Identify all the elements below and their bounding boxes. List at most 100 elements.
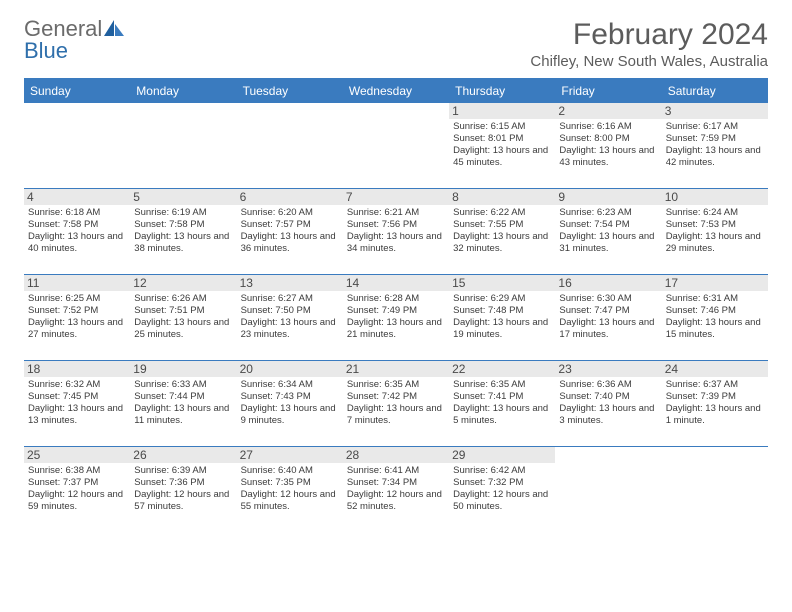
calendar-table: Sunday Monday Tuesday Wednesday Thursday… — [24, 79, 768, 532]
week-row: 4 Sunrise: 6:18 AMSunset: 7:58 PMDaylight… — [24, 189, 768, 275]
day-number: 10 — [662, 189, 768, 205]
day-info: Sunrise: 6:31 AMSunset: 7:46 PMDaylight:… — [666, 293, 764, 341]
week-row: 18 Sunrise: 6:32 AMSunset: 7:45 PMDayligh… — [24, 361, 768, 447]
day-cell: 28Sunrise: 6:41 AMSunset: 7:34 PMDayligh… — [343, 447, 449, 533]
logo-word-blue: Blue — [24, 38, 68, 63]
calendar-page: General Blue February 2024 Chifley, New … — [0, 0, 792, 550]
day-cell: 5 Sunrise: 6:19 AMSunset: 7:58 PMDaylight… — [130, 189, 236, 275]
sail-icon — [104, 16, 124, 41]
day-number: 4 — [24, 189, 130, 205]
empty-cell — [130, 103, 236, 189]
day-number: 27 — [237, 447, 343, 463]
day-info: Sunrise: 6:30 AMSunset: 7:47 PMDaylight:… — [559, 293, 657, 341]
dow-thursday: Thursday — [449, 79, 555, 103]
day-cell: 8 Sunrise: 6:22 AMSunset: 7:55 PMDaylight… — [449, 189, 555, 275]
day-info: Sunrise: 6:42 AMSunset: 7:32 PMDaylight:… — [453, 465, 551, 513]
topbar: General Blue February 2024 Chifley, New … — [24, 18, 768, 70]
day-info: Sunrise: 6:15 AMSunset: 8:01 PMDaylight:… — [453, 121, 551, 169]
day-info: Sunrise: 6:36 AMSunset: 7:40 PMDaylight:… — [559, 379, 657, 427]
day-number: 12 — [130, 275, 236, 291]
day-info: Sunrise: 6:29 AMSunset: 7:48 PMDaylight:… — [453, 293, 551, 341]
day-info: Sunrise: 6:17 AMSunset: 7:59 PMDaylight:… — [666, 121, 764, 169]
day-number: 6 — [237, 189, 343, 205]
day-number: 2 — [555, 103, 661, 119]
day-number: 5 — [130, 189, 236, 205]
day-cell: 4 Sunrise: 6:18 AMSunset: 7:58 PMDaylight… — [24, 189, 130, 275]
day-info: Sunrise: 6:21 AMSunset: 7:56 PMDaylight:… — [347, 207, 445, 255]
day-info: Sunrise: 6:27 AMSunset: 7:50 PMDaylight:… — [241, 293, 339, 341]
day-cell: 10 Sunrise: 6:24 AMSunset: 7:53 PMDayligh… — [662, 189, 768, 275]
day-info: Sunrise: 6:22 AMSunset: 7:55 PMDaylight:… — [453, 207, 551, 255]
day-cell: 11 Sunrise: 6:25 AMSunset: 7:52 PMDayligh… — [24, 275, 130, 361]
day-number: 3 — [662, 103, 768, 119]
day-info: Sunrise: 6:40 AMSunset: 7:35 PMDaylight:… — [241, 465, 339, 513]
day-cell: 16Sunrise: 6:30 AMSunset: 7:47 PMDayligh… — [555, 275, 661, 361]
day-number: 8 — [449, 189, 555, 205]
day-info: Sunrise: 6:39 AMSunset: 7:36 PMDaylight:… — [134, 465, 232, 513]
day-cell: 15 Sunrise: 6:29 AMSunset: 7:48 PMDayligh… — [449, 275, 555, 361]
day-cell: 6Sunrise: 6:20 AMSunset: 7:57 PMDaylight… — [237, 189, 343, 275]
day-cell: 13 Sunrise: 6:27 AMSunset: 7:50 PMDayligh… — [237, 275, 343, 361]
dow-wednesday: Wednesday — [343, 79, 449, 103]
day-cell: 27 Sunrise: 6:40 AMSunset: 7:35 PMDayligh… — [237, 447, 343, 533]
day-number: 13 — [237, 275, 343, 291]
day-info: Sunrise: 6:32 AMSunset: 7:45 PMDaylight:… — [28, 379, 126, 427]
day-info: Sunrise: 6:24 AMSunset: 7:53 PMDaylight:… — [666, 207, 764, 255]
week-row: 25 Sunrise: 6:38 AMSunset: 7:37 PMDayligh… — [24, 447, 768, 533]
day-number: 26 — [130, 447, 236, 463]
day-info: Sunrise: 6:23 AMSunset: 7:54 PMDaylight:… — [559, 207, 657, 255]
day-number: 23 — [555, 361, 661, 377]
day-number: 15 — [449, 275, 555, 291]
day-cell: 17 Sunrise: 6:31 AMSunset: 7:46 PMDayligh… — [662, 275, 768, 361]
empty-cell — [24, 103, 130, 189]
day-info: Sunrise: 6:19 AMSunset: 7:58 PMDaylight:… — [134, 207, 232, 255]
day-number: 19 — [130, 361, 236, 377]
day-info: Sunrise: 6:26 AMSunset: 7:51 PMDaylight:… — [134, 293, 232, 341]
day-cell: 21 Sunrise: 6:35 AMSunset: 7:42 PMDayligh… — [343, 361, 449, 447]
month-title: February 2024 — [530, 18, 768, 51]
day-number: 25 — [24, 447, 130, 463]
day-number: 28 — [343, 447, 449, 463]
logo-text: General Blue — [24, 18, 124, 62]
day-info: Sunrise: 6:35 AMSunset: 7:42 PMDaylight:… — [347, 379, 445, 427]
day-cell: 23 Sunrise: 6:36 AMSunset: 7:40 PMDayligh… — [555, 361, 661, 447]
day-info: Sunrise: 6:25 AMSunset: 7:52 PMDaylight:… — [28, 293, 126, 341]
day-info: Sunrise: 6:35 AMSunset: 7:41 PMDaylight:… — [453, 379, 551, 427]
day-cell: 20 Sunrise: 6:34 AMSunset: 7:43 PMDayligh… — [237, 361, 343, 447]
empty-cell — [343, 103, 449, 189]
day-cell: 29 Sunrise: 6:42 AMSunset: 7:32 PMDayligh… — [449, 447, 555, 533]
dow-friday: Friday — [555, 79, 661, 103]
dow-monday: Monday — [130, 79, 236, 103]
day-number: 20 — [237, 361, 343, 377]
day-info: Sunrise: 6:38 AMSunset: 7:37 PMDaylight:… — [28, 465, 126, 513]
day-cell: 7Sunrise: 6:21 AMSunset: 7:56 PMDaylight… — [343, 189, 449, 275]
week-row: 1 Sunrise: 6:15 AMSunset: 8:01 PMDaylight… — [24, 103, 768, 189]
logo: General Blue — [24, 18, 124, 62]
day-number: 11 — [24, 275, 130, 291]
day-number: 18 — [24, 361, 130, 377]
day-cell: 24 Sunrise: 6:37 AMSunset: 7:39 PMDayligh… — [662, 361, 768, 447]
day-cell: 19Sunrise: 6:33 AMSunset: 7:44 PMDayligh… — [130, 361, 236, 447]
day-cell: 2Sunrise: 6:16 AMSunset: 8:00 PMDaylight… — [555, 103, 661, 189]
week-row: 11 Sunrise: 6:25 AMSunset: 7:52 PMDayligh… — [24, 275, 768, 361]
day-number: 24 — [662, 361, 768, 377]
day-number: 21 — [343, 361, 449, 377]
day-cell: 18 Sunrise: 6:32 AMSunset: 7:45 PMDayligh… — [24, 361, 130, 447]
dow-row: Sunday Monday Tuesday Wednesday Thursday… — [24, 79, 768, 103]
day-cell: 12 Sunrise: 6:26 AMSunset: 7:51 PMDayligh… — [130, 275, 236, 361]
day-number: 29 — [449, 447, 555, 463]
day-cell: 1 Sunrise: 6:15 AMSunset: 8:01 PMDaylight… — [449, 103, 555, 189]
day-info: Sunrise: 6:37 AMSunset: 7:39 PMDaylight:… — [666, 379, 764, 427]
day-info: Sunrise: 6:34 AMSunset: 7:43 PMDaylight:… — [241, 379, 339, 427]
day-number: 22 — [449, 361, 555, 377]
calendar-body: 1 Sunrise: 6:15 AMSunset: 8:01 PMDaylight… — [24, 103, 768, 532]
day-number: 17 — [662, 275, 768, 291]
day-info: Sunrise: 6:18 AMSunset: 7:58 PMDaylight:… — [28, 207, 126, 255]
title-block: February 2024 Chifley, New South Wales, … — [530, 18, 768, 70]
day-cell: 22 Sunrise: 6:35 AMSunset: 7:41 PMDayligh… — [449, 361, 555, 447]
day-number: 1 — [449, 103, 555, 119]
day-cell: 3 Sunrise: 6:17 AMSunset: 7:59 PMDaylight… — [662, 103, 768, 189]
empty-cell — [237, 103, 343, 189]
day-cell: 14Sunrise: 6:28 AMSunset: 7:49 PMDayligh… — [343, 275, 449, 361]
day-info: Sunrise: 6:28 AMSunset: 7:49 PMDaylight:… — [347, 293, 445, 341]
